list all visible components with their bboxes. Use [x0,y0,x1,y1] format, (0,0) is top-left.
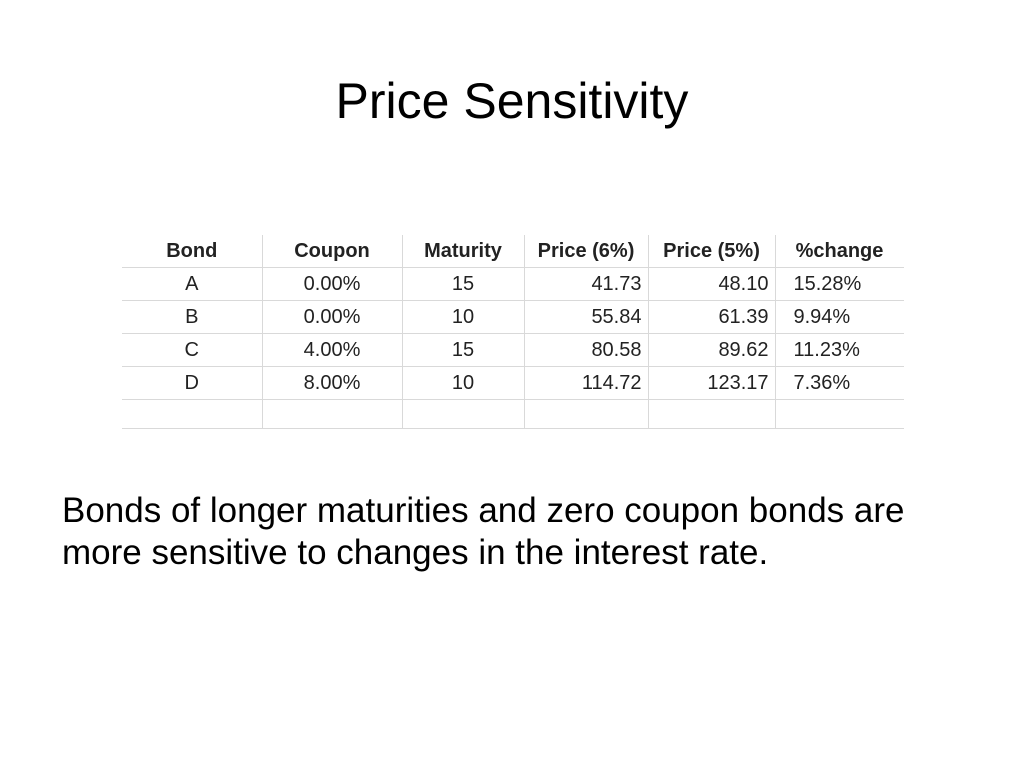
cell-price-6: 41.73 [523,267,649,301]
empty-cell [523,399,649,429]
cell-price-6: 114.72 [523,366,649,400]
header-coupon: Coupon [261,235,403,268]
table-row: D 8.00% 10 114.72 123.17 7.36% [122,366,904,400]
cell-coupon: 8.00% [261,366,403,400]
cell-price-5: 61.39 [647,300,776,334]
cell-maturity: 10 [401,366,525,400]
cell-change: 9.94% [774,300,904,334]
header-price-6: Price (6%) [523,235,649,268]
empty-cell [401,399,525,429]
cell-price-5: 48.10 [647,267,776,301]
cell-bond: A [122,267,263,301]
empty-cell [647,399,776,429]
header-bond: Bond [122,235,263,268]
cell-change: 15.28% [774,267,904,301]
bond-table: Bond Coupon Maturity Price (6%) Price (5… [122,235,904,429]
cell-bond: B [122,300,263,334]
table-row: A 0.00% 15 41.73 48.10 15.28% [122,267,904,301]
empty-cell [261,399,403,429]
cell-maturity: 10 [401,300,525,334]
cell-change: 11.23% [774,333,904,367]
header-maturity: Maturity [401,235,525,268]
cell-price-5: 89.62 [647,333,776,367]
cell-coupon: 0.00% [261,300,403,334]
cell-price-5: 123.17 [647,366,776,400]
cell-maturity: 15 [401,267,525,301]
header-price-5: Price (5%) [647,235,776,268]
slide-body-text: Bonds of longer maturities and zero coup… [62,491,905,572]
cell-bond: C [122,333,263,367]
cell-change: 7.36% [774,366,904,400]
empty-cell [122,399,263,429]
header-change: %change [774,235,904,268]
table-row: B 0.00% 10 55.84 61.39 9.94% [122,300,904,334]
cell-maturity: 15 [401,333,525,367]
bond-table-image: Bond Coupon Maturity Price (6%) Price (5… [122,235,904,431]
table-empty-row [122,399,904,429]
cell-price-6: 80.58 [523,333,649,367]
empty-cell [774,399,904,429]
table-header-row: Bond Coupon Maturity Price (6%) Price (5… [122,235,904,268]
cell-price-6: 55.84 [523,300,649,334]
cell-coupon: 0.00% [261,267,403,301]
cell-bond: D [122,366,263,400]
slide-title: Price Sensitivity [335,73,689,129]
cell-coupon: 4.00% [261,333,403,367]
table-row: C 4.00% 15 80.58 89.62 11.23% [122,333,904,367]
